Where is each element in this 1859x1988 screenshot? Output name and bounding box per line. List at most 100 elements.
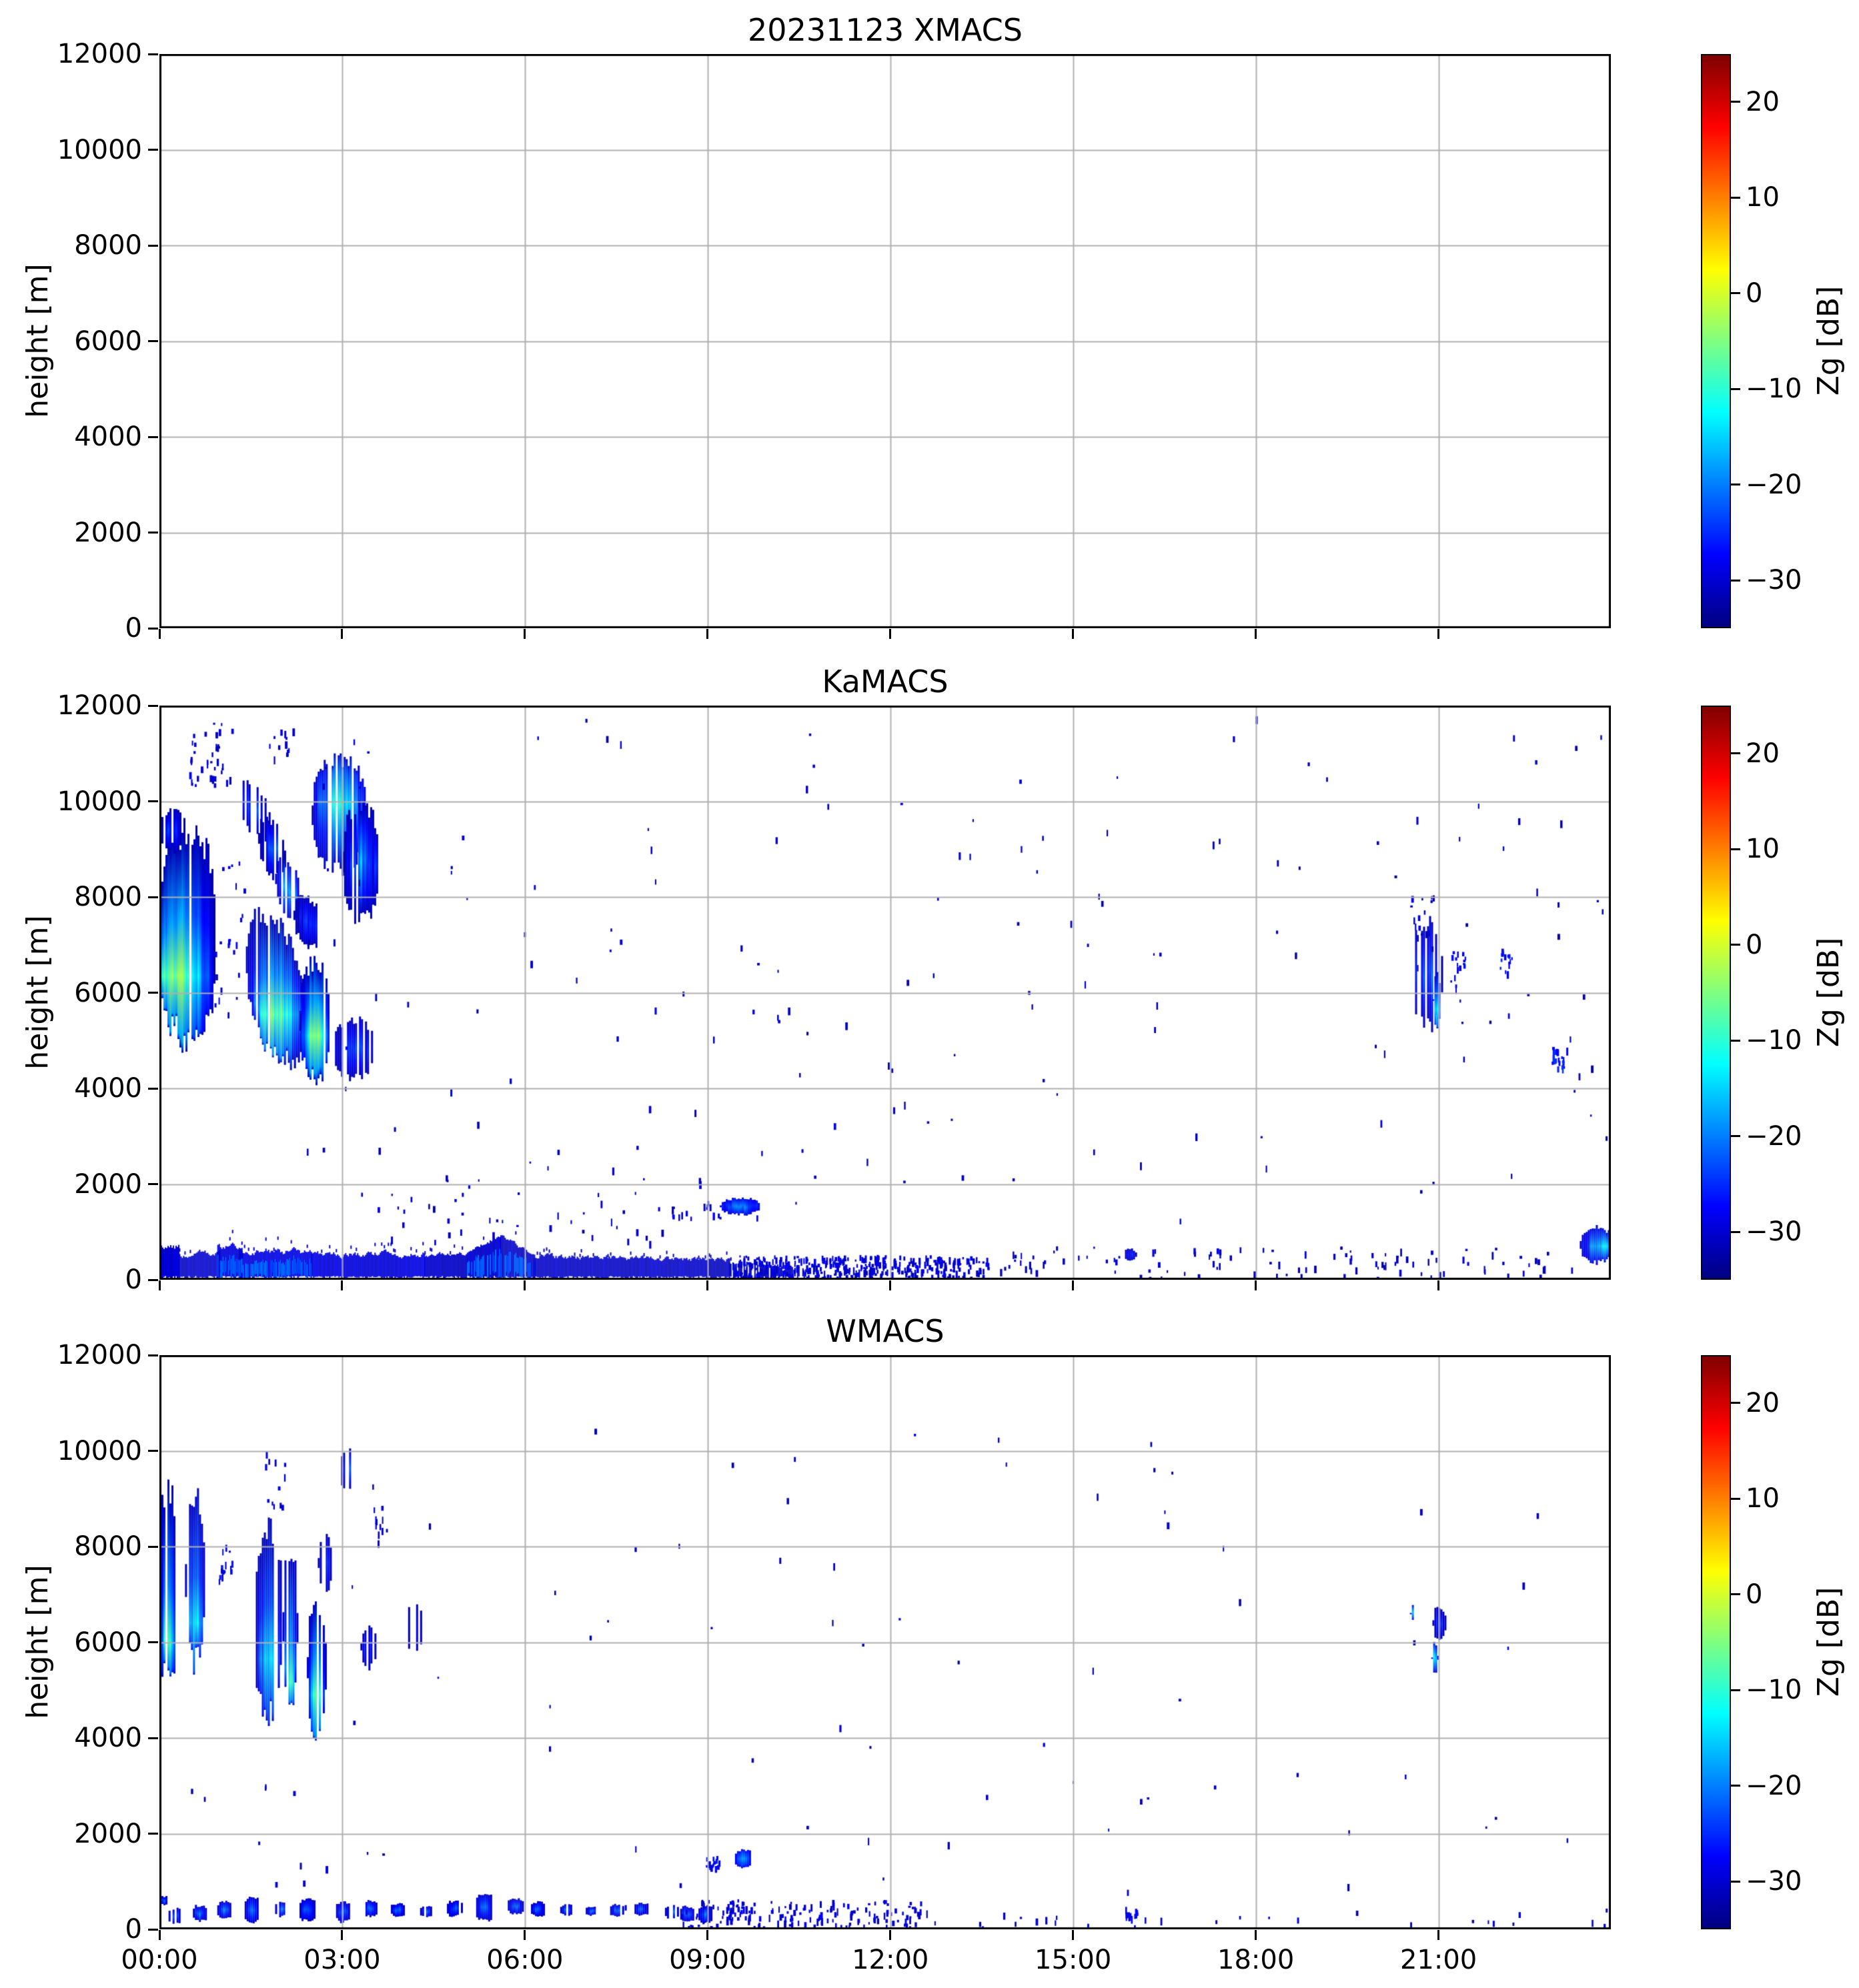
x-tick-mark	[889, 629, 892, 639]
colorbar-tick-mark	[1731, 387, 1740, 390]
x-tick-label: 21:00	[1399, 1945, 1477, 1975]
y-tick-mark	[148, 627, 158, 630]
wmacs-heatmap-plot	[159, 1355, 1611, 1929]
x-tick-mark	[889, 1280, 892, 1290]
colorbar-label-xmacs: Zg [dB]	[1812, 285, 1846, 396]
y-tick-label: 6000	[74, 325, 142, 357]
panel-title-kamacs: KaMACS	[822, 664, 949, 700]
x-tick-mark	[889, 1930, 892, 1940]
colorbar-tick-mark	[1731, 1402, 1740, 1404]
colorbar-tick-label: 0	[1746, 277, 1763, 309]
y-tick-label: 8000	[74, 230, 142, 261]
x-tick-label: 15:00	[1035, 1945, 1112, 1975]
x-tick-label: 18:00	[1217, 1945, 1295, 1975]
colorbar-tick-label: 20	[1746, 1387, 1780, 1418]
x-tick-label: 03:00	[303, 1945, 381, 1975]
y-tick-label: 12000	[57, 1340, 142, 1370]
x-tick-mark	[706, 1930, 709, 1940]
x-tick-mark	[158, 629, 161, 639]
y-tick-label: 2000	[74, 517, 142, 548]
colorbar-tick-mark	[1731, 579, 1740, 582]
y-tick-label: 2000	[74, 1168, 142, 1200]
colorbar-tick-mark	[1731, 101, 1740, 103]
y-tick-mark	[148, 800, 158, 802]
y-tick-label: 0	[125, 1914, 142, 1945]
colorbar-tick-mark	[1731, 1880, 1740, 1883]
colorbar-wmacs	[1701, 1355, 1731, 1929]
colorbar-tick-mark	[1731, 483, 1740, 486]
y-tick-mark	[148, 340, 158, 342]
colorbar-tick-mark	[1731, 1497, 1740, 1500]
x-tick-mark	[706, 629, 709, 639]
colorbar-tick-label: 20	[1746, 86, 1780, 117]
x-tick-label: 06:00	[486, 1945, 564, 1975]
x-tick-label: 12:00	[852, 1945, 929, 1975]
y-tick-label: 6000	[74, 977, 142, 1008]
y-tick-label: 4000	[74, 421, 142, 452]
colorbar-tick-label: 0	[1746, 1579, 1763, 1610]
colorbar-xmacs	[1701, 54, 1731, 628]
x-tick-mark	[158, 1280, 161, 1290]
x-tick-mark	[1437, 629, 1440, 639]
y-tick-mark	[148, 1928, 158, 1931]
colorbar-tick-label: 0	[1746, 929, 1763, 960]
xmacs-heatmap-plot	[159, 54, 1611, 628]
x-tick-mark	[524, 1930, 526, 1940]
colorbar-tick-label: −10	[1746, 1675, 1802, 1706]
kamacs-heatmap-plot	[159, 706, 1611, 1280]
x-tick-label: 00:00	[121, 1945, 198, 1975]
y-tick-mark	[148, 1354, 158, 1356]
colorbar-kamacs	[1701, 706, 1731, 1280]
x-tick-mark	[1437, 1280, 1440, 1290]
panel-title-wmacs: WMACS	[826, 1313, 945, 1349]
colorbar-label-wmacs: Zg [dB]	[1812, 1587, 1846, 1697]
y-tick-label: 8000	[74, 882, 142, 912]
x-tick-mark	[524, 1280, 526, 1290]
x-tick-mark	[524, 629, 526, 639]
y-tick-mark	[148, 532, 158, 534]
colorbar-tick-mark	[1731, 1593, 1740, 1596]
colorbar-tick-label: −20	[1746, 1770, 1802, 1801]
x-tick-mark	[341, 629, 344, 639]
colorbar-tick-label: −20	[1746, 469, 1802, 500]
colorbar-tick-label: −10	[1746, 373, 1802, 405]
x-tick-mark	[1255, 1280, 1257, 1290]
colorbar-tick-label: 10	[1746, 834, 1780, 865]
x-tick-mark	[1255, 629, 1257, 639]
colorbar-tick-mark	[1731, 292, 1740, 295]
y-tick-mark	[148, 1278, 158, 1281]
colorbar-tick-label: −30	[1746, 565, 1802, 596]
colorbar-tick-label: 20	[1746, 738, 1780, 769]
colorbar-tick-label: −30	[1746, 1866, 1802, 1897]
colorbar-tick-mark	[1731, 1785, 1740, 1787]
panel-title-xmacs: 20231123 XMACS	[748, 12, 1023, 48]
y-tick-label: 10000	[57, 1435, 142, 1466]
x-tick-mark	[1072, 1930, 1075, 1940]
x-tick-mark	[341, 1930, 344, 1940]
colorbar-tick-label: −10	[1746, 1025, 1802, 1056]
x-tick-mark	[706, 1280, 709, 1290]
colorbar-tick-mark	[1731, 1689, 1740, 1691]
x-tick-mark	[158, 1930, 161, 1940]
y-tick-mark	[148, 53, 158, 55]
y-tick-label: 12000	[57, 39, 142, 69]
y-tick-label: 0	[125, 1264, 142, 1295]
x-tick-mark	[1437, 1930, 1440, 1940]
colorbar-tick-label: 10	[1746, 182, 1780, 213]
x-tick-mark	[1072, 629, 1075, 639]
y-tick-mark	[148, 244, 158, 247]
y-tick-mark	[148, 1087, 158, 1090]
y-tick-mark	[148, 992, 158, 994]
y-tick-mark	[148, 1641, 158, 1643]
y-tick-label: 6000	[74, 1627, 142, 1658]
y-tick-label: 12000	[57, 690, 142, 721]
colorbar-tick-label: −20	[1746, 1120, 1802, 1152]
y-tick-mark	[148, 1833, 158, 1835]
y-tick-mark	[148, 1737, 158, 1739]
y-tick-mark	[148, 704, 158, 707]
x-tick-mark	[341, 1280, 344, 1290]
x-tick-mark	[1255, 1930, 1257, 1940]
colorbar-tick-mark	[1731, 944, 1740, 946]
colorbar-tick-mark	[1731, 848, 1740, 850]
